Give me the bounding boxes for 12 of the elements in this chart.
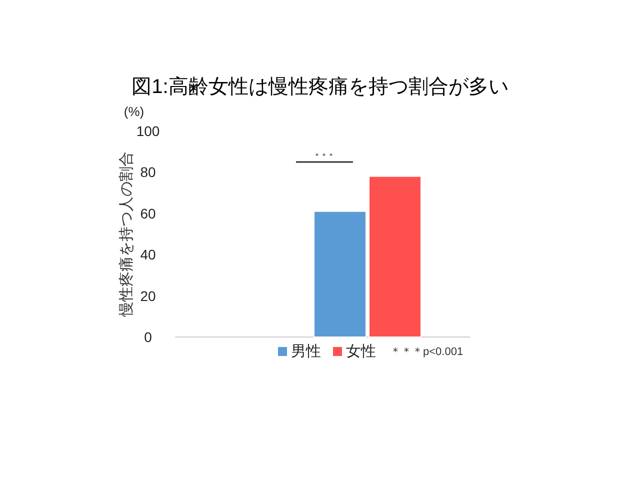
legend-label: 男性 bbox=[291, 343, 321, 360]
y-tick-label: 40 bbox=[140, 246, 156, 263]
chart-title: 図1:高齢女性は慢性疼痛を持つ割合が多い bbox=[132, 75, 508, 98]
y-tick-label: 60 bbox=[140, 205, 156, 222]
y-tick-label: 0 bbox=[144, 329, 152, 345]
text: (%) bbox=[124, 104, 144, 119]
text: ＊＊＊p<0.001 bbox=[390, 346, 464, 358]
y-tick-label: 80 bbox=[140, 164, 156, 180]
y-tick-label: 20 bbox=[140, 288, 156, 304]
y-axis-title: 慢性疼痛を持つ人の割合 bbox=[118, 152, 135, 318]
y-tick-label: 100 bbox=[136, 123, 160, 139]
legend-label: 女性 bbox=[346, 343, 376, 360]
